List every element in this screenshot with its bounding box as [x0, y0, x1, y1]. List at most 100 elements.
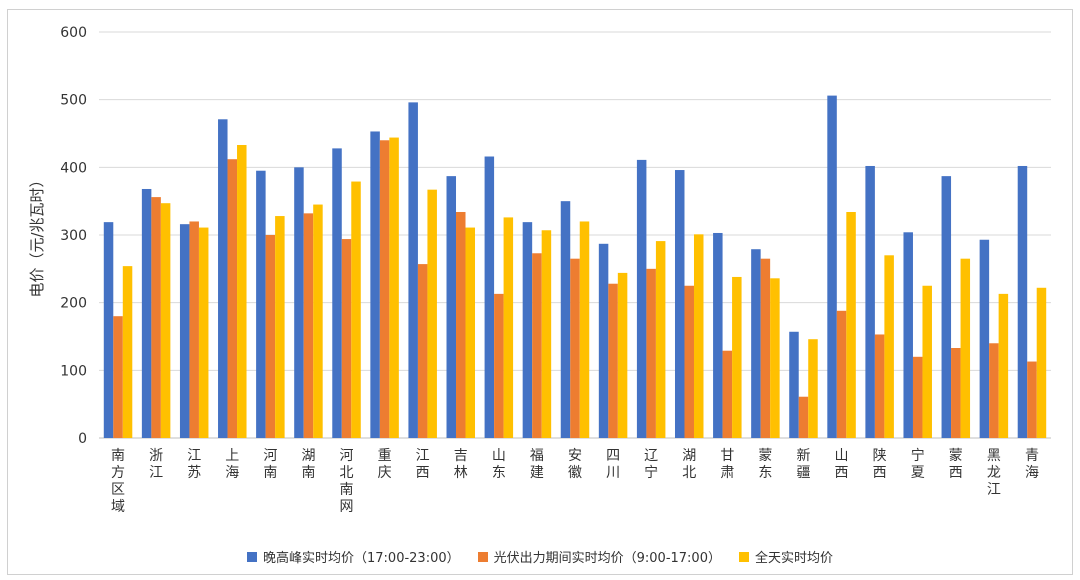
bar-pv-output: [608, 283, 618, 438]
bar-evening-peak: [598, 243, 609, 438]
bar-pv-output: [151, 197, 161, 438]
bar-all-day: [770, 278, 780, 438]
legend-item: 晚高峰实时均价（17:00-23:00）: [247, 547, 460, 566]
bar-evening-peak: [141, 188, 152, 438]
bars: [103, 95, 1047, 439]
y-tick-label: 100: [60, 363, 87, 379]
x-category-label: 山西: [835, 448, 849, 481]
bar-evening-peak: [713, 232, 723, 438]
legend-swatch: [477, 551, 488, 562]
bar-pv-output: [684, 285, 694, 438]
bar-pv-output: [989, 343, 999, 438]
bar-pv-output: [836, 310, 847, 438]
legend: 晚高峰实时均价（17:00-23:00） 光伏出力期间实时均价（9:00-17:0…: [8, 547, 1072, 566]
bar-all-day: [313, 204, 323, 438]
bar-evening-peak: [674, 170, 685, 439]
x-category-label: 上海: [225, 448, 239, 481]
x-category-label: 蒙西: [949, 448, 963, 481]
bar-all-day: [1036, 287, 1047, 438]
bar-all-day: [237, 145, 247, 438]
bar-evening-peak: [903, 232, 913, 438]
bar-all-day: [465, 227, 476, 438]
bar-evening-peak: [865, 165, 875, 439]
x-category-label: 陕西: [873, 448, 887, 481]
bar-evening-peak: [636, 159, 647, 438]
y-tick-label: 600: [60, 25, 87, 41]
bar-evening-peak: [446, 176, 457, 438]
bar-all-day: [922, 285, 932, 438]
y-axis-ticks: 0 100 200 300 400 500 600: [60, 25, 87, 447]
y-tick-label: 0: [78, 431, 87, 447]
bar-evening-peak: [979, 239, 990, 438]
legend-item: 全天实时均价: [738, 547, 833, 566]
bar-pv-output: [189, 221, 199, 438]
bar-evening-peak: [218, 119, 228, 438]
bar-evening-peak: [522, 222, 533, 438]
bar-pv-output: [456, 211, 466, 438]
bar-all-day: [389, 137, 399, 438]
bar-evening-peak: [484, 156, 495, 439]
bar-pv-output: [951, 348, 961, 438]
bar-evening-peak: [408, 102, 418, 438]
bar-pv-output: [494, 293, 504, 438]
bar-evening-peak: [370, 131, 380, 438]
x-category-label: 江苏: [187, 448, 201, 481]
bar-all-day: [960, 258, 971, 438]
legend-label: 全天实时均价: [754, 551, 833, 566]
bar-pv-output: [227, 159, 238, 439]
x-category-label: 安徽: [568, 448, 582, 481]
bar-pv-output: [265, 235, 276, 438]
x-category-label: 江西: [416, 448, 430, 481]
y-tick-label: 200: [60, 296, 87, 312]
chart-frame: 0 100 200 300 400 500 600 南方区域 浙江 江苏 上海 河南 湖南 河北南网 重庆…: [7, 9, 1073, 575]
bar-pv-output: [874, 334, 885, 438]
x-category-label: 蒙东: [758, 448, 772, 481]
x-category-label: 重庆: [378, 448, 392, 481]
bar-evening-peak: [332, 148, 342, 439]
bar-all-day: [427, 189, 437, 438]
x-category-label: 湖北: [682, 448, 696, 481]
legend-item: 光伏出力期间实时均价（9:00-17:00）: [477, 547, 721, 566]
x-category-label: 宁夏: [911, 447, 925, 481]
bar-all-day: [122, 266, 133, 438]
bar-all-day: [846, 211, 856, 438]
bar-pv-output: [341, 239, 352, 438]
bar-all-day: [275, 216, 285, 438]
bar-evening-peak: [1017, 165, 1028, 439]
x-category-label: 河南: [263, 448, 277, 481]
x-category-label: 福建: [530, 448, 544, 481]
bar-all-day: [351, 181, 361, 438]
x-category-label: 辽宁: [644, 448, 658, 481]
bar-pv-output: [646, 268, 656, 438]
bar-pv-output: [1027, 361, 1037, 438]
x-category-label: 南方区域: [111, 448, 125, 515]
x-category-label: 甘肃: [720, 448, 734, 481]
bar-evening-peak: [294, 167, 304, 439]
bar-evening-peak: [179, 224, 190, 438]
x-category-label: 湖南: [301, 448, 315, 481]
bar-pv-output: [417, 264, 428, 438]
bar-evening-peak: [789, 331, 799, 438]
bar-all-day: [541, 230, 552, 438]
bar-all-day: [655, 241, 666, 438]
legend-swatch: [738, 551, 749, 562]
bar-all-day: [503, 217, 514, 438]
bar-all-day: [198, 227, 209, 438]
bar-evening-peak: [103, 222, 114, 438]
bar-all-day: [732, 276, 742, 438]
bar-evening-peak: [941, 176, 952, 438]
bar-all-day: [693, 234, 704, 438]
bar-evening-peak: [827, 95, 837, 439]
y-tick-label: 300: [60, 228, 87, 244]
x-category-label: 青海: [1025, 448, 1039, 481]
bar-all-day: [617, 272, 628, 438]
bar-pv-output: [113, 316, 123, 438]
bar-pv-output: [379, 140, 390, 438]
bar-all-day: [160, 203, 171, 438]
y-axis-label: 电价（元/兆瓦时）: [28, 172, 46, 297]
bar-pv-output: [722, 350, 733, 438]
bar-pv-output: [570, 258, 580, 438]
x-category-label: 四川: [606, 448, 620, 481]
